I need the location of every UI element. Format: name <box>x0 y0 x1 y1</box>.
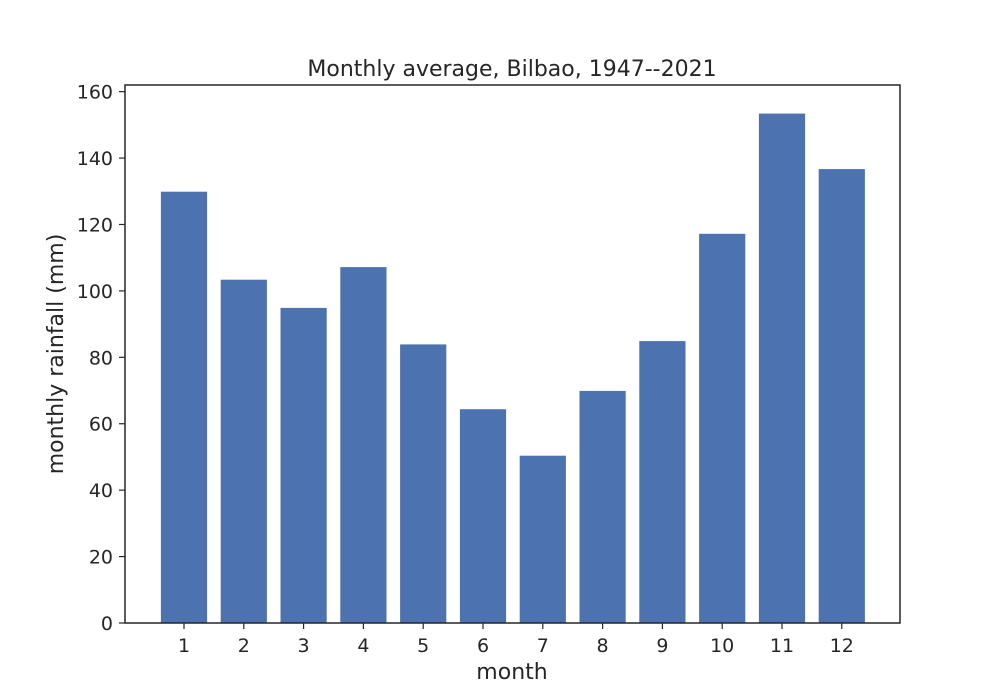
x-tick-label-12: 12 <box>830 635 854 657</box>
x-axis-label: month <box>476 660 547 685</box>
bar-month-5 <box>399 343 448 624</box>
bar-month-10 <box>698 232 747 624</box>
bar-month-12 <box>817 168 866 624</box>
x-tick-label-6: 6 <box>477 635 489 657</box>
y-tick-label-80: 80 <box>89 347 113 369</box>
chart-title: Monthly average, Bilbao, 1947--2021 <box>307 57 716 82</box>
y-tick-label-140: 140 <box>77 148 113 170</box>
bar-month-2 <box>219 278 268 624</box>
x-tick-label-8: 8 <box>597 635 609 657</box>
x-tick-label-10: 10 <box>710 635 734 657</box>
x-tick-label-2: 2 <box>238 635 250 657</box>
y-tick-label-120: 120 <box>77 214 113 236</box>
x-tick-label-4: 4 <box>357 635 369 657</box>
bar-month-6 <box>459 408 507 624</box>
y-tick-label-100: 100 <box>77 281 113 303</box>
bar-month-8 <box>578 390 627 624</box>
plot-frame <box>124 84 901 624</box>
bar-month-9 <box>638 340 687 624</box>
x-tick-label-9: 9 <box>656 635 668 657</box>
y-tick-label-60: 60 <box>89 414 113 436</box>
x-tick-label-1: 1 <box>178 635 190 657</box>
x-tick-label-11: 11 <box>770 635 794 657</box>
x-tick-label-5: 5 <box>417 635 429 657</box>
y-axis-label: monthly rainfall (mm) <box>44 234 69 475</box>
y-tick-label-160: 160 <box>77 82 113 104</box>
bar-month-1 <box>160 190 208 624</box>
x-tick-label-3: 3 <box>298 635 310 657</box>
y-tick-label-40: 40 <box>89 480 113 502</box>
y-tick-label-20: 20 <box>89 547 113 569</box>
bars-group <box>160 112 866 624</box>
x-tick-label-7: 7 <box>537 635 549 657</box>
bar-month-3 <box>279 307 328 624</box>
y-tick-label-0: 0 <box>101 613 113 635</box>
bar-month-11 <box>758 112 806 624</box>
bar-month-4 <box>339 266 388 624</box>
bar-month-7 <box>518 454 567 624</box>
